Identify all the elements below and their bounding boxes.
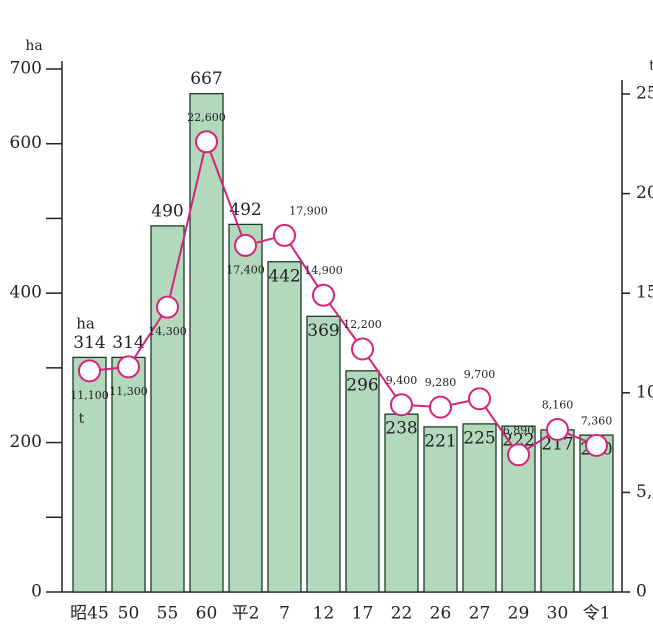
line-marker bbox=[507, 443, 530, 467]
line-value-label: 9,700 bbox=[464, 368, 496, 381]
y-axis-label: ha bbox=[25, 38, 42, 54]
x-tick-label: 12 bbox=[313, 604, 335, 624]
bar-value-label: 314 bbox=[112, 333, 144, 353]
y-tick-label: 600 bbox=[10, 133, 42, 153]
line-marker bbox=[78, 359, 101, 383]
x-tick-label: 平2 bbox=[232, 604, 260, 624]
x-tick-label: 27 bbox=[469, 604, 491, 624]
bar bbox=[384, 413, 419, 593]
bar-value-label: 442 bbox=[268, 266, 300, 286]
bar bbox=[111, 356, 146, 593]
bar bbox=[72, 356, 107, 593]
bar-value-label: 667 bbox=[190, 69, 222, 89]
bar-unit-label: ha bbox=[76, 314, 95, 332]
x-tick-label: 7 bbox=[279, 604, 290, 624]
bar bbox=[267, 261, 302, 593]
bar-value-label: 222 bbox=[502, 431, 534, 451]
y2-tick-label: 25,000 bbox=[636, 84, 653, 104]
line-unit-label: t bbox=[79, 411, 85, 427]
bar-value-label: 296 bbox=[346, 375, 378, 395]
x-tick-label: 55 bbox=[157, 604, 179, 624]
x-tick-label: 17 bbox=[352, 604, 374, 624]
line-marker bbox=[468, 387, 491, 411]
bar bbox=[423, 426, 458, 593]
line-value-label: 22,600 bbox=[187, 111, 226, 124]
line-marker bbox=[429, 395, 452, 419]
y-tick-label: 700 bbox=[10, 59, 42, 79]
y-tick-label: 400 bbox=[10, 283, 42, 303]
y2-tick-label: 0 bbox=[636, 582, 647, 602]
line-marker bbox=[390, 393, 413, 417]
bar-value-label: 314 bbox=[73, 333, 105, 353]
x-tick-label: 令1 bbox=[583, 604, 611, 624]
bar bbox=[306, 315, 341, 593]
bar-value-label: 492 bbox=[229, 200, 261, 220]
bar bbox=[228, 223, 263, 593]
bar bbox=[150, 225, 185, 593]
y-tick-label: 200 bbox=[10, 432, 42, 452]
line-value-label: 8,160 bbox=[542, 398, 574, 411]
line-marker bbox=[273, 223, 296, 247]
line-value-label: 9,400 bbox=[386, 374, 418, 387]
y2-tick-label: 20,000 bbox=[636, 183, 653, 203]
line-marker bbox=[156, 295, 179, 319]
line-value-label: 11,100 bbox=[70, 389, 109, 402]
x-tick-label: 60 bbox=[196, 604, 218, 624]
bar-value-label: 225 bbox=[463, 428, 495, 448]
bar-value-label: 217 bbox=[541, 434, 573, 454]
x-tick-label: 30 bbox=[547, 604, 569, 624]
bar bbox=[345, 370, 380, 593]
line-value-label: 17,900 bbox=[289, 204, 328, 217]
line-marker bbox=[312, 283, 335, 307]
y2-tick-label: 10,000 bbox=[636, 382, 653, 402]
bar-value-label: 369 bbox=[307, 321, 339, 341]
line-marker bbox=[195, 130, 218, 154]
y2-axis-label: t bbox=[649, 58, 653, 74]
x-tick-label: 22 bbox=[391, 604, 413, 624]
bar-value-label: 490 bbox=[151, 201, 183, 221]
line-value-label: 14,900 bbox=[304, 264, 343, 277]
y2-tick-label: 5,000 bbox=[636, 482, 653, 502]
bar-value-label: 238 bbox=[385, 419, 417, 439]
line-value-label: 11,300 bbox=[109, 385, 148, 398]
line-marker bbox=[351, 337, 374, 361]
bar bbox=[189, 93, 224, 593]
bar bbox=[462, 423, 497, 593]
y2-tick-label: 15,000 bbox=[636, 283, 653, 303]
x-tick-label: 26 bbox=[430, 604, 452, 624]
line-marker bbox=[585, 433, 608, 457]
line-value-label: 6,890 bbox=[503, 424, 535, 437]
bar-value-label: 221 bbox=[424, 431, 456, 451]
x-tick-label: 29 bbox=[508, 604, 530, 624]
y-tick-label: 0 bbox=[31, 582, 42, 602]
line-value-label: 9,280 bbox=[425, 376, 457, 389]
line-value-label: 7,360 bbox=[581, 414, 613, 427]
line-marker bbox=[546, 417, 569, 441]
x-tick-label: 50 bbox=[118, 604, 140, 624]
line-value-label: 17,400 bbox=[226, 263, 265, 276]
line-value-label: 12,200 bbox=[343, 318, 382, 331]
x-tick-label: 昭45 bbox=[70, 604, 109, 624]
line-marker bbox=[234, 233, 257, 257]
line-value-label: 14,300 bbox=[148, 325, 187, 338]
line-marker bbox=[117, 355, 140, 379]
